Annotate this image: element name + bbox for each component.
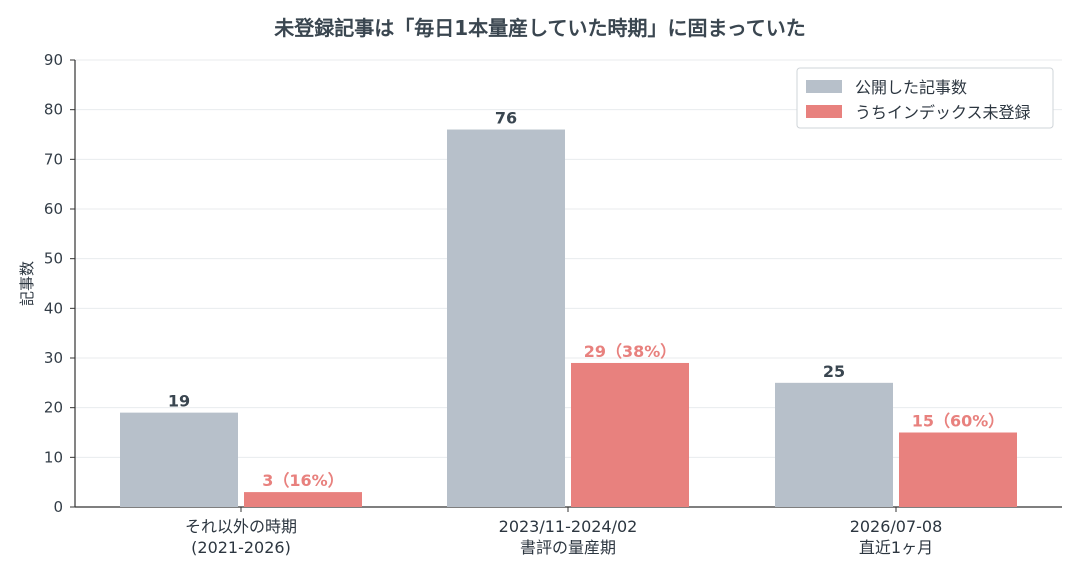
y-axis-label: 記事数: [18, 261, 36, 306]
legend-label: うちインデックス未登録: [855, 103, 1031, 122]
x-tick-label: 2026/07-08: [850, 517, 943, 536]
data-label-published: 25: [823, 362, 845, 381]
data-label-published: 76: [495, 109, 517, 128]
y-tick-label: 90: [44, 51, 63, 69]
bar-unindexed: [899, 432, 1017, 507]
bar-published: [775, 382, 893, 507]
y-tick-label: 30: [44, 349, 63, 367]
bar-published: [447, 129, 565, 508]
legend-swatch: [806, 105, 842, 118]
legend-box: [796, 67, 1054, 129]
y-tick-label: 0: [53, 498, 63, 516]
bar-unindexed: [571, 362, 689, 507]
legend-label: 公開した記事数: [855, 78, 967, 97]
x-tick-label: それ以外の時期: [185, 517, 297, 536]
data-label-published: 19: [168, 392, 190, 411]
bar-unindexed: [244, 492, 362, 507]
bar-published: [120, 412, 238, 507]
y-tick-label: 10: [44, 448, 63, 466]
y-tick-label: 20: [44, 399, 63, 417]
x-tick-label: 直近1ヶ月: [859, 538, 933, 557]
y-tick-label: 70: [44, 150, 63, 168]
x-tick-label: 2023/11-2024/02: [499, 517, 638, 536]
legend-swatch: [806, 80, 842, 93]
y-tick-label: 80: [44, 101, 63, 119]
y-tick-label: 50: [44, 250, 63, 268]
data-label-unindexed: 15（60%）: [912, 412, 1005, 431]
chart-title: 未登録記事は「毎日1本量産していた時期」に固まっていた: [274, 16, 806, 40]
y-tick-label: 40: [44, 299, 63, 317]
data-label-unindexed: 29（38%）: [584, 342, 677, 361]
data-label-unindexed: 3（16%）: [262, 471, 343, 490]
y-tick-label: 60: [44, 200, 63, 218]
x-tick-label: (2021-2026): [191, 538, 291, 557]
x-tick-label: 書評の量産期: [520, 538, 616, 557]
